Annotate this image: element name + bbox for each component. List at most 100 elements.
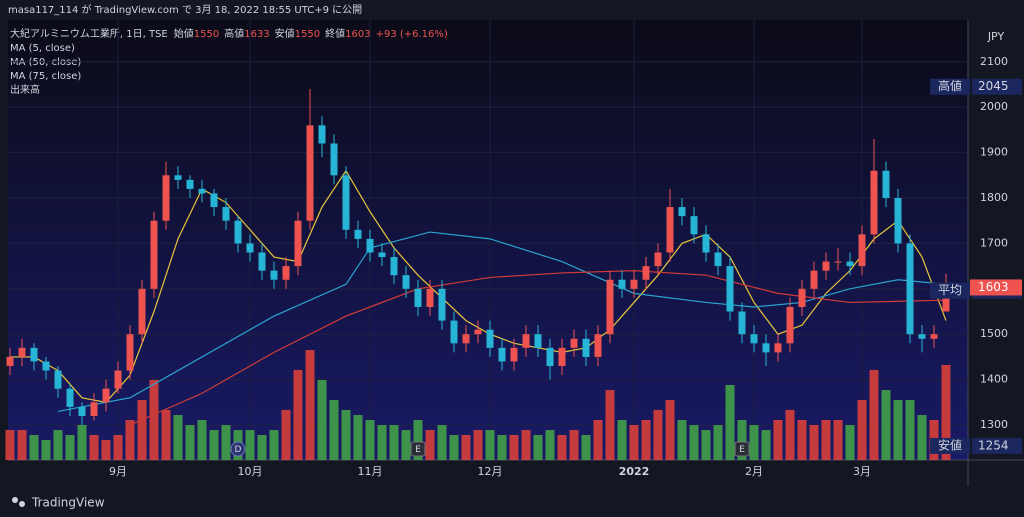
candle-body bbox=[30, 347, 38, 362]
volume-bar bbox=[197, 420, 207, 460]
volume-bar bbox=[857, 400, 867, 460]
candle-body bbox=[366, 238, 374, 253]
volume-bar bbox=[665, 400, 675, 460]
volume-bar bbox=[389, 425, 399, 460]
candle-body bbox=[510, 347, 518, 362]
candle-body bbox=[270, 270, 278, 280]
candle-body bbox=[318, 125, 326, 144]
volume-bar bbox=[137, 400, 147, 460]
candle-body bbox=[498, 347, 506, 362]
volume-bar bbox=[317, 380, 327, 460]
volume-bar bbox=[773, 420, 783, 460]
candle-body bbox=[486, 329, 494, 348]
candle-body bbox=[714, 252, 722, 267]
volume-bar bbox=[341, 410, 351, 460]
volume-bar bbox=[785, 410, 795, 460]
price-label-box bbox=[930, 282, 970, 299]
volume-bar bbox=[845, 425, 855, 460]
volume-bar bbox=[365, 420, 375, 460]
volume-bar bbox=[797, 420, 807, 460]
x-tick-label: 3月 bbox=[853, 465, 871, 478]
candle-body bbox=[594, 334, 602, 357]
volume-bar bbox=[545, 430, 555, 460]
legend-value: 1550 bbox=[295, 29, 320, 40]
volume-bar bbox=[269, 430, 279, 460]
volume-bar bbox=[257, 435, 267, 460]
volume-bar bbox=[89, 435, 99, 460]
y-tick-label: 1700 bbox=[980, 236, 1008, 249]
volume-bar bbox=[677, 420, 687, 460]
legend-label: 終値 bbox=[325, 27, 345, 40]
volume-bar bbox=[377, 425, 387, 460]
volume-bar bbox=[185, 425, 195, 460]
legend-study: MA (50, close) bbox=[10, 57, 81, 68]
candle-body bbox=[834, 261, 842, 263]
logo bbox=[12, 497, 25, 507]
candle-body bbox=[210, 193, 218, 208]
candle-body bbox=[738, 311, 746, 335]
event-badge bbox=[734, 441, 750, 457]
volume-bar bbox=[557, 435, 567, 460]
x-tick-label: 10月 bbox=[238, 465, 263, 478]
event-badge bbox=[410, 441, 426, 457]
candle-body bbox=[450, 320, 458, 344]
candle-body bbox=[426, 288, 434, 307]
candle-body bbox=[282, 266, 290, 280]
volume-bar bbox=[221, 425, 231, 460]
candle-body bbox=[774, 343, 782, 353]
volume-bar bbox=[917, 415, 927, 460]
volume-bar bbox=[569, 430, 579, 460]
legend-symbol: 大紀アルミニウム工業所, 1日, TSE bbox=[10, 27, 168, 40]
volume-bar bbox=[833, 420, 843, 460]
volume-bar bbox=[293, 370, 303, 460]
candle-body bbox=[846, 261, 854, 267]
x-tick-label: 2月 bbox=[745, 465, 763, 478]
price-label-box bbox=[930, 78, 970, 95]
candle-body bbox=[234, 220, 242, 244]
volume-bar bbox=[629, 425, 639, 460]
price-label-name: 高値 bbox=[938, 78, 962, 93]
volume-bar bbox=[29, 435, 39, 460]
candle-body bbox=[654, 252, 662, 267]
candle-body bbox=[102, 388, 110, 403]
price-label-value: 1254 bbox=[978, 438, 1009, 452]
x-tick-label: 9月 bbox=[109, 465, 127, 478]
candle-body bbox=[570, 338, 578, 348]
candle-body bbox=[762, 343, 770, 353]
event-badge bbox=[230, 441, 246, 457]
volume-bar bbox=[413, 420, 423, 460]
header: masa117_114 が TradingView.com で 3月 18, 2… bbox=[8, 3, 362, 16]
candle-body bbox=[618, 279, 626, 289]
legend-label: 安値 bbox=[275, 27, 295, 40]
volume-bar bbox=[329, 400, 339, 460]
candle-body bbox=[474, 329, 482, 335]
volume-bar bbox=[581, 435, 591, 460]
candle-body bbox=[690, 216, 698, 235]
price-label-box bbox=[972, 437, 1022, 454]
volume-bar bbox=[761, 430, 771, 460]
volume-bar bbox=[617, 420, 627, 460]
volume-bar bbox=[461, 435, 471, 460]
volume-bar bbox=[149, 380, 159, 460]
volume-bar bbox=[245, 430, 255, 460]
candle-body bbox=[138, 288, 146, 335]
candle-body bbox=[222, 207, 230, 221]
currency: JPY bbox=[987, 30, 1005, 43]
volume-bar bbox=[17, 430, 27, 460]
candle-body bbox=[894, 197, 902, 244]
volume-bar bbox=[77, 425, 87, 460]
candle-body bbox=[294, 220, 302, 267]
volume-bar bbox=[521, 430, 531, 460]
y-tick-label: 2100 bbox=[980, 55, 1008, 68]
legend-value: 1633 bbox=[244, 29, 269, 40]
legend-label: 高値 bbox=[224, 27, 244, 40]
event-marker: E bbox=[734, 441, 750, 457]
volume-bar bbox=[65, 435, 75, 460]
candle-body bbox=[822, 261, 830, 271]
candle-body bbox=[858, 234, 866, 267]
candle-body bbox=[42, 361, 50, 371]
volume-bar bbox=[401, 430, 411, 460]
candle-body bbox=[54, 370, 62, 389]
candle-body bbox=[114, 370, 122, 389]
